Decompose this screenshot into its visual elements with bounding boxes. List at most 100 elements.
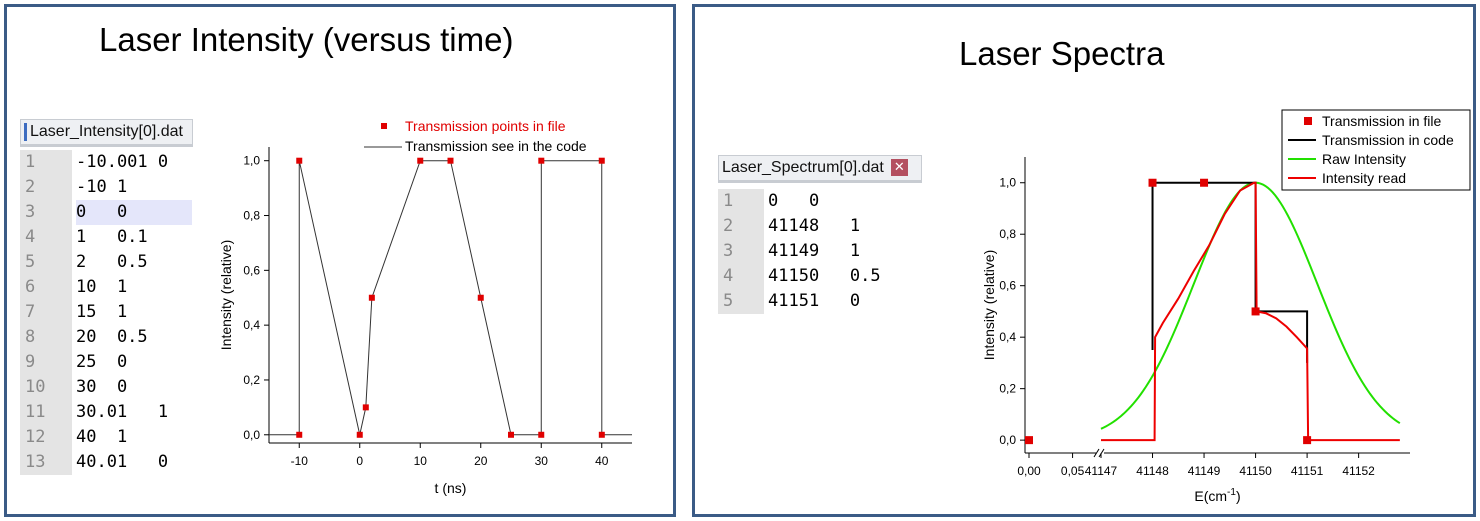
legend-marker-points [1304, 117, 1312, 125]
x-tick-label: 40 [595, 454, 609, 468]
x-axis-label: E(cm-1) [1194, 487, 1240, 504]
data-point [598, 157, 605, 164]
data-point [356, 431, 363, 438]
line-number: 12 [20, 425, 72, 450]
line-number: 4 [718, 264, 764, 289]
file-line[interactable]: 9 25 0 [20, 350, 192, 375]
file-line[interactable]: 6 10 1 [20, 275, 192, 300]
data-point [296, 431, 303, 438]
series-line-transmission-code [269, 160, 632, 436]
legend-box [1281, 109, 1471, 191]
y-tick-label: 0,0 [243, 428, 260, 442]
data-point [1303, 436, 1312, 445]
file-line[interactable]: 10 30 0 [20, 375, 192, 400]
line-number: 5 [718, 289, 764, 314]
x-tick-label: 41150 [1239, 464, 1272, 478]
data-point [417, 157, 424, 164]
intensity-chart: -10 0 10 20 30 40 0,0 0,2 0,4 0,6 0,8 1,0 t (ns) Inte… [218, 118, 632, 496]
line-text: 20 0.5 [76, 327, 148, 347]
line-text: 15 1 [76, 302, 128, 322]
file-line[interactable]: 4 41150 0.5 [718, 264, 908, 289]
x-axis-label-exponent: -1 [1227, 487, 1236, 498]
line-text: 10 1 [76, 277, 128, 297]
y-tick-label: 0,4 [243, 318, 260, 332]
line-number: 4 [20, 225, 72, 250]
file-line[interactable]: 13 40.01 0 [20, 450, 192, 475]
line-number: 8 [20, 325, 72, 350]
data-point [508, 431, 514, 438]
line-number: 9 [20, 350, 72, 375]
x-tick-label: 41151 [1291, 464, 1324, 478]
series-line-raw-intensity [1100, 181, 1401, 430]
data-point [447, 157, 454, 164]
data-point [1148, 178, 1157, 187]
file-tab-label: Laser_Spectrum[0].dat [722, 159, 884, 176]
line-text: 41148 1 [768, 216, 861, 236]
data-point [598, 431, 605, 438]
file-line[interactable]: 3 41149 1 [718, 239, 908, 264]
data-point [362, 404, 369, 411]
legend-label-raw-intensity: Raw Intensity [1322, 151, 1406, 167]
line-text: 30.01 1 [76, 402, 169, 422]
data-point [538, 157, 545, 164]
axis-break-mark [1093, 448, 1100, 458]
line-text: 40.01 0 [76, 452, 169, 472]
data-point [538, 431, 545, 438]
file-line[interactable]: 5 41151 0 [718, 289, 908, 314]
line-text: 40 1 [76, 427, 128, 447]
x-tick-label: 41152 [1342, 464, 1375, 478]
y-tick-label: 0,6 [243, 263, 260, 277]
line-number: 3 [20, 200, 72, 225]
x-tick-label: 41148 [1136, 464, 1169, 478]
data-point [296, 157, 303, 164]
file-tab-laser-intensity[interactable]: Laser_Intensity[0].dat [20, 119, 193, 147]
intensity-panel-title: Laser Intensity (versus time) [99, 21, 514, 58]
close-icon[interactable]: ✕ [890, 159, 908, 177]
file-line[interactable]: 12 40 1 [20, 425, 192, 450]
file-line[interactable]: 2 -10 1 [20, 175, 192, 200]
line-text: 0 0 [76, 200, 192, 225]
y-axis-label: Intensity (relative) [218, 240, 234, 350]
file-line[interactable]: 11 30.01 1 [20, 400, 192, 425]
y-tick-label: 1,0 [243, 154, 260, 168]
file-line[interactable]: 2 41148 1 [718, 214, 908, 239]
line-text: 2 0.5 [76, 252, 148, 272]
line-text: 41150 0.5 [768, 266, 881, 286]
x-tick-label: 41149 [1188, 464, 1221, 478]
legend-marker-points [381, 123, 387, 129]
line-text: 25 0 [76, 352, 128, 372]
line-number: 10 [20, 375, 72, 400]
line-text: 1 0.1 [76, 227, 148, 247]
series-line-intensity-read [1101, 181, 1400, 442]
x-tick-label: 0 [356, 454, 363, 468]
data-point [1200, 178, 1209, 187]
line-text: 41149 1 [768, 241, 861, 261]
line-text: 0 0 [768, 191, 820, 211]
line-text: 41151 0 [768, 291, 861, 311]
x-tick-label: 41147 [1085, 464, 1118, 478]
x-tick-label: 0,00 [1017, 464, 1041, 478]
legend-label-points: Transmission points in file [405, 118, 566, 134]
y-tick-label: 0,0 [999, 433, 1016, 447]
spectra-panel-title: Laser Spectra [959, 35, 1165, 72]
data-point [477, 294, 484, 301]
data-point [1251, 307, 1260, 316]
line-text: 30 0 [76, 377, 128, 397]
file-line[interactable]: 1 -10.001 0 [20, 150, 192, 175]
x-axis-label-base: E(cm [1194, 488, 1227, 504]
line-number: 2 [718, 214, 764, 239]
file-tab-laser-spectrum[interactable]: Laser_Spectrum[0].dat ✕ [718, 155, 922, 183]
file-line[interactable]: 8 20 0.5 [20, 325, 192, 350]
line-number: 11 [20, 400, 72, 425]
line-number: 1 [718, 189, 764, 214]
file-line[interactable]: 7 15 1 [20, 300, 192, 325]
y-tick-label: 0,8 [999, 227, 1016, 241]
line-number: 3 [718, 239, 764, 264]
y-tick-label: 0,4 [999, 330, 1016, 344]
